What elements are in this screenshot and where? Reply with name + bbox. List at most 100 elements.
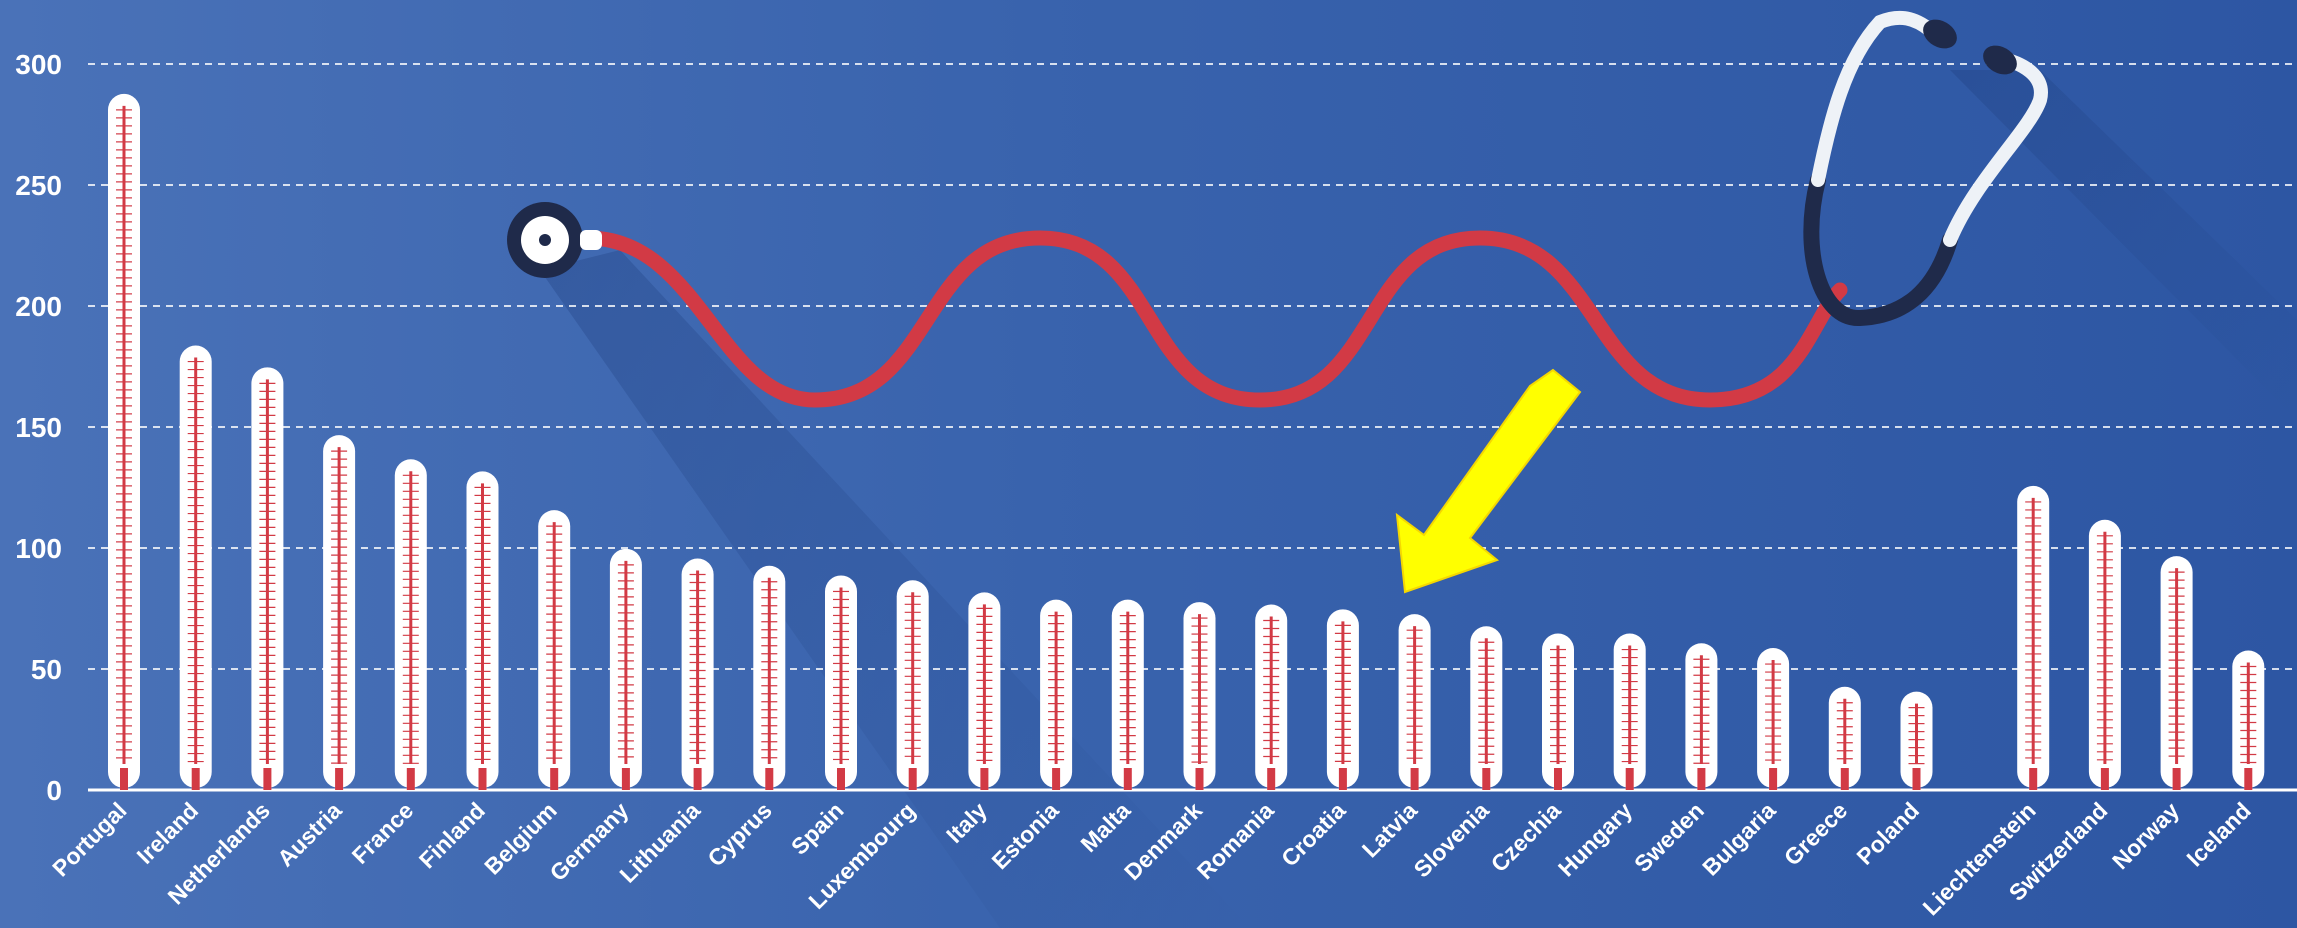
bar-belgium xyxy=(538,510,571,790)
bar-slovenia xyxy=(1470,626,1503,790)
thermometer-bulb xyxy=(1195,768,1204,790)
thermometer-bulb xyxy=(1769,768,1778,790)
x-tick-label: Bulgaria xyxy=(1697,797,1781,881)
earpiece-left xyxy=(1923,19,1957,49)
x-tick-label: Poland xyxy=(1851,797,1924,870)
bar-sweden xyxy=(1685,643,1718,790)
bar-malta xyxy=(1111,599,1144,790)
x-tick-label: Sweden xyxy=(1629,797,1709,877)
bar-portugal xyxy=(108,93,140,790)
bar-germany xyxy=(609,548,642,790)
thermometer-bulb xyxy=(837,768,845,790)
thermometer-bulb xyxy=(1482,768,1491,790)
x-tick-label: Iceland xyxy=(2181,797,2255,871)
thermometer-bulb xyxy=(1554,768,1562,790)
thermometer-bulb xyxy=(1697,768,1706,790)
y-tick-label: 250 xyxy=(15,170,62,201)
bar-netherlands xyxy=(251,367,284,790)
thermometer-bulb xyxy=(191,768,200,790)
thermometer-bulb xyxy=(263,768,272,790)
stethoscope-tube xyxy=(582,230,1848,408)
thermometer-bulb xyxy=(2100,768,2109,790)
thermometer-bulb xyxy=(478,768,487,790)
bars xyxy=(108,93,2265,790)
thermometer-bulb xyxy=(2172,768,2181,790)
stethoscope-shadow xyxy=(540,250,1250,928)
headset-left-tube xyxy=(1811,10,1937,187)
stethoscope-shadow-right xyxy=(1950,70,2297,420)
x-tick-label: Hungary xyxy=(1553,797,1637,881)
thermometer-bulb xyxy=(1625,768,1634,790)
thermometer-bulb xyxy=(693,768,702,790)
bar-luxembourg xyxy=(896,580,929,790)
thermometer-bulb xyxy=(1338,768,1347,790)
bar-france xyxy=(394,459,427,790)
bar-estonia xyxy=(1040,599,1073,790)
bar-liechtenstein xyxy=(2017,485,2050,790)
bar-hungary xyxy=(1613,633,1646,790)
thermometer-bulb xyxy=(550,768,559,790)
thermometer-bulb xyxy=(2244,768,2253,790)
bar-czechia xyxy=(1542,633,1574,790)
bar-finland xyxy=(466,471,499,790)
thermometer-bulb xyxy=(1267,768,1276,790)
x-tick-label: France xyxy=(347,797,419,869)
bar-romania xyxy=(1255,604,1288,790)
y-tick-label: 50 xyxy=(31,654,62,685)
thermometer-bulb xyxy=(980,768,989,790)
headset-right-tube xyxy=(1943,51,2048,247)
thermometer-bulb xyxy=(621,768,630,790)
thermometer-bulb xyxy=(1840,768,1849,790)
chestpiece-stem xyxy=(580,230,602,250)
y-tick-label: 200 xyxy=(15,291,62,322)
bar-switzerland xyxy=(2088,519,2121,790)
x-tick-label: Portugal xyxy=(47,797,131,881)
thermometer-bulb xyxy=(120,768,128,790)
x-tick-label: Latvia xyxy=(1357,797,1423,863)
bar-lithuania xyxy=(681,558,714,790)
bar-denmark xyxy=(1183,602,1216,790)
bar-croatia xyxy=(1326,609,1359,790)
thermometer-bulb xyxy=(765,768,774,790)
y-tick-label: 150 xyxy=(15,412,62,443)
thermometer-bulb xyxy=(1912,768,1921,790)
x-tick-label: Greece xyxy=(1779,797,1853,871)
thermometer-bulb xyxy=(1123,768,1132,790)
grid-lines xyxy=(88,63,2297,670)
bar-italy xyxy=(968,592,1001,790)
x-tick-label: Norway xyxy=(2107,797,2184,874)
y-tick-label: 0 xyxy=(46,775,62,806)
bar-greece xyxy=(1828,686,1861,790)
x-tick-label: Croatia xyxy=(1276,797,1351,872)
highlight-arrow-icon xyxy=(1395,368,1582,594)
thermometer-bulb xyxy=(2029,768,2038,790)
chestpiece-center xyxy=(539,234,551,246)
x-tick-label: Spain xyxy=(786,797,849,860)
bar-bulgaria xyxy=(1757,648,1790,790)
x-tick-label: Cyprus xyxy=(702,797,776,871)
thermometer-bulb xyxy=(1052,768,1061,790)
bar-norway xyxy=(2160,556,2193,790)
headset-dark xyxy=(1803,172,1958,326)
x-tick-label: Romania xyxy=(1192,797,1279,884)
bar-ireland xyxy=(179,345,212,790)
y-tick-label: 300 xyxy=(15,49,62,80)
x-tick-label: Ireland xyxy=(132,797,204,869)
bar-austria xyxy=(323,435,356,790)
bar-spain xyxy=(825,575,857,790)
thermometer-bulb xyxy=(908,768,917,790)
thermometer-bulb xyxy=(1410,768,1419,790)
bar-iceland xyxy=(2232,650,2265,790)
bar-cyprus xyxy=(753,565,786,790)
x-tick-label: Austria xyxy=(272,797,347,872)
x-tick-label: Slovenia xyxy=(1409,797,1494,882)
earpiece-right xyxy=(1983,45,2017,75)
y-axis-ticks: 0 50 100 150 200 250 300 xyxy=(15,49,62,806)
thermometer-bulb xyxy=(406,768,415,790)
bar-poland xyxy=(1900,691,1933,790)
bar-latvia xyxy=(1398,614,1431,790)
stethoscope-illustration xyxy=(507,10,2048,408)
thermometer-bulb xyxy=(335,768,344,790)
